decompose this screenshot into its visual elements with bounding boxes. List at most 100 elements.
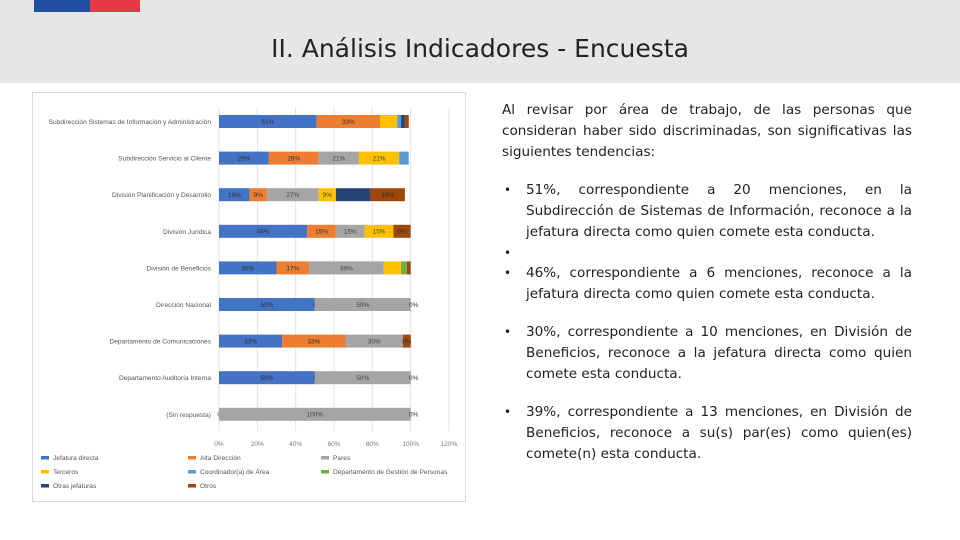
legend-label: Coordinador(a) de Área — [200, 467, 270, 476]
data-label: 0% — [409, 412, 419, 419]
slide-title: II. Análisis Indicadores - Encuesta — [271, 34, 689, 63]
chart-svg: 0% 20% 40% 60% 80% 100% 120% Subdirección Siste… — [41, 107, 458, 490]
data-label: 39% — [340, 265, 353, 272]
legend-label: Terceros — [53, 469, 79, 476]
bar-segment — [219, 298, 315, 311]
bar-segment — [219, 371, 315, 385]
data-label: 21% — [373, 156, 386, 163]
category-label: División Jurídica — [163, 229, 211, 236]
bar-segment — [314, 298, 411, 311]
finding-item: 46%, correspondiente a 6 menciones, reco… — [502, 263, 912, 305]
data-label: 0% — [397, 229, 407, 236]
bar-segment — [318, 151, 359, 165]
bar-segment — [364, 224, 394, 238]
bar-segment — [370, 188, 405, 202]
data-label: 50% — [356, 375, 369, 382]
legend-label: Jefatura directa — [53, 455, 99, 462]
legend-label: Otros — [200, 483, 217, 490]
data-label: 33% — [244, 339, 257, 346]
bar-segment — [266, 188, 319, 202]
bar-segment — [335, 188, 371, 202]
x-tick-label: 60% — [327, 441, 340, 448]
bar-segment — [219, 224, 308, 238]
data-label: 0% — [409, 375, 419, 382]
legend-swatch — [188, 470, 196, 474]
data-label: 15% — [315, 229, 328, 236]
bar-segment — [393, 224, 411, 238]
bar-segment — [345, 334, 403, 348]
spacer — [502, 305, 912, 322]
bar-segment — [403, 334, 411, 348]
data-label: 15% — [373, 229, 386, 236]
data-label: 0% — [409, 302, 419, 309]
category-label: Subdirección Sistemas de Información y A… — [49, 119, 212, 126]
x-tick-label: 100% — [402, 441, 419, 448]
flag-red-stripe — [90, 0, 140, 12]
category-label: Departamento de Comunicaciones — [109, 339, 211, 346]
x-tick-label: 80% — [366, 441, 379, 448]
bar-segment — [314, 371, 411, 385]
bar-segment — [335, 224, 365, 238]
data-label: 33% — [307, 339, 320, 346]
data-label: 30% — [368, 339, 381, 346]
bar-segment — [404, 115, 409, 128]
bar-segment — [399, 151, 409, 165]
legend-label: Pares — [333, 455, 351, 462]
stacked-bar-chart: 0% 20% 40% 60% 80% 100% 120% Subdirección Siste… — [32, 92, 466, 502]
bar-segment — [249, 188, 267, 202]
bar-segment — [401, 115, 405, 128]
bar-segment — [268, 151, 319, 165]
bar-segment — [219, 334, 283, 348]
legend-swatch — [188, 456, 196, 460]
data-label: 18% — [381, 192, 394, 199]
category-label: Departamento Auditoría Interna — [119, 375, 211, 382]
legend-label: Otras jefaturas — [53, 483, 97, 490]
data-label: 17% — [286, 265, 299, 272]
category-label: División de Beneficios — [146, 265, 211, 272]
legend-swatch — [188, 484, 196, 488]
bar-segment — [219, 188, 250, 202]
data-label: 0% — [402, 339, 412, 346]
finding-item-empty — [502, 243, 912, 265]
bar-segment — [219, 407, 411, 421]
legend-label: Alta Dirección — [200, 455, 241, 462]
bar-segment — [219, 261, 277, 275]
data-label: 26% — [238, 156, 251, 163]
x-tick-label: 120% — [441, 441, 458, 448]
findings-list: 51%, correspondiente a 20 menciones, en … — [502, 180, 912, 465]
bar-segment — [401, 261, 407, 275]
bar-segment — [316, 115, 380, 128]
category-label: Subdirección Servicio al Cliente — [118, 156, 211, 163]
bar-segment — [219, 151, 269, 165]
x-tick-label: 20% — [251, 441, 264, 448]
data-label: 21% — [332, 156, 345, 163]
data-label: 50% — [356, 302, 369, 309]
legend-swatch — [321, 470, 329, 474]
bar-segment — [309, 261, 384, 275]
finding-item: 39%, correspondiente a 13 menciones, en … — [502, 402, 912, 465]
bar-segment — [358, 151, 400, 165]
category-label: Dirección Nacional — [156, 302, 212, 309]
finding-item: 51%, correspondiente a 20 menciones, en … — [502, 180, 912, 243]
bar-segment — [318, 188, 336, 202]
data-label: 16% — [228, 192, 241, 199]
bar-segment — [380, 115, 398, 128]
spacer — [502, 385, 912, 402]
data-label: 9% — [254, 192, 264, 199]
legend-label: Departamento de Gestión de Personas — [333, 469, 448, 476]
bar-segment — [406, 261, 411, 275]
data-label: 50% — [261, 302, 274, 309]
category-label: División Planificación y Desarrollo — [112, 192, 211, 199]
slide-header: II. Análisis Indicadores - Encuesta — [0, 0, 960, 83]
data-label: 50% — [261, 375, 274, 382]
x-tick-label: 0% — [214, 441, 224, 448]
bar-segment — [276, 261, 310, 275]
legend-swatch — [41, 484, 49, 488]
bar-segment — [397, 115, 402, 128]
category-label: (Sin respuesta) — [166, 412, 211, 419]
legend-swatch — [41, 456, 49, 460]
x-tick-label: 40% — [289, 441, 302, 448]
bar-segment — [219, 115, 317, 128]
data-label: 46% — [257, 229, 270, 236]
data-label: 27% — [286, 192, 299, 199]
